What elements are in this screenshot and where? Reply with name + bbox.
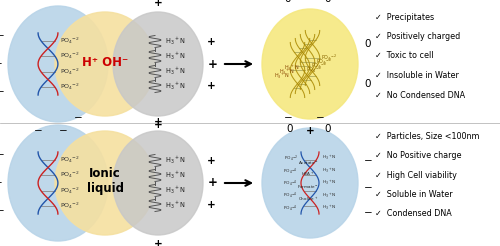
Text: +: + xyxy=(206,81,216,91)
Text: H$_3$$^+$N: H$_3$$^+$N xyxy=(322,166,336,175)
Ellipse shape xyxy=(262,9,358,119)
Text: +: + xyxy=(208,176,218,189)
Text: ✓  Insoluble in Water: ✓ Insoluble in Water xyxy=(375,71,459,80)
Text: −: − xyxy=(284,113,292,123)
Text: PO$_4$$^{-2}$: PO$_4$$^{-2}$ xyxy=(60,155,80,165)
Text: 0: 0 xyxy=(285,0,291,4)
Text: −: − xyxy=(58,126,68,136)
Text: −: − xyxy=(284,243,292,246)
Text: H$_3$$^+$N: H$_3$$^+$N xyxy=(274,71,289,81)
Text: +: + xyxy=(306,126,314,136)
Text: −: − xyxy=(0,87,4,97)
Text: PO$_4$$^{-4}$: PO$_4$$^{-4}$ xyxy=(284,203,298,213)
Text: 0: 0 xyxy=(365,79,371,89)
Text: H$_3$$^+$N: H$_3$$^+$N xyxy=(284,63,300,73)
Text: −: − xyxy=(0,206,4,216)
Text: −: − xyxy=(0,59,2,69)
Text: −: − xyxy=(316,243,324,246)
Text: ✓  Positively charged: ✓ Positively charged xyxy=(375,32,460,41)
Text: +: + xyxy=(154,120,162,130)
Text: −: − xyxy=(34,126,42,136)
Ellipse shape xyxy=(55,12,155,116)
Text: −: − xyxy=(74,113,82,123)
Text: −: − xyxy=(74,0,82,4)
Text: PO$_4$$^{-2}$: PO$_4$$^{-2}$ xyxy=(60,36,80,46)
Ellipse shape xyxy=(8,6,108,122)
Text: H$_3$$^+$N: H$_3$$^+$N xyxy=(322,191,336,200)
Text: +: + xyxy=(154,117,162,127)
Ellipse shape xyxy=(113,12,203,116)
Text: 0: 0 xyxy=(325,0,331,4)
Text: ✓  Precipitates: ✓ Precipitates xyxy=(375,13,434,21)
Text: Formate$^-$: Formate$^-$ xyxy=(297,184,319,190)
Text: ✓  Toxic to cell: ✓ Toxic to cell xyxy=(375,51,434,61)
Text: H$_3$$^+$N: H$_3$$^+$N xyxy=(165,81,186,92)
Text: Choline$^+$: Choline$^+$ xyxy=(298,195,318,203)
Text: H$_3$$^+$N: H$_3$$^+$N xyxy=(165,66,186,77)
Text: −: − xyxy=(0,150,4,160)
Text: H$_3$$^+$N: H$_3$$^+$N xyxy=(165,200,186,211)
Text: −: − xyxy=(316,113,324,123)
Text: PO$_4$$^{-2}$: PO$_4$$^{-2}$ xyxy=(60,51,80,61)
Text: −: − xyxy=(34,245,42,246)
Text: +: + xyxy=(154,0,162,8)
Text: PO$_4$$^{-2}$: PO$_4$$^{-2}$ xyxy=(320,53,336,63)
Text: −: − xyxy=(364,208,372,218)
Text: ✓  Particles, Size <100nm: ✓ Particles, Size <100nm xyxy=(375,132,480,140)
Text: −: − xyxy=(0,31,4,41)
Text: H$_3$$^+$N: H$_3$$^+$N xyxy=(165,36,186,47)
Ellipse shape xyxy=(8,125,108,241)
Text: PO$_4$$^{-2}$: PO$_4$$^{-2}$ xyxy=(60,201,80,211)
Text: H$_3$$^+$N: H$_3$$^+$N xyxy=(322,179,336,187)
Text: H$_3$$^+$N: H$_3$$^+$N xyxy=(322,154,336,162)
Text: PO$_4$$^{-4}$: PO$_4$$^{-4}$ xyxy=(284,166,298,176)
Text: H$_3$$^+$N: H$_3$$^+$N xyxy=(165,51,186,62)
Text: ✓  No Condensed DNA: ✓ No Condensed DNA xyxy=(375,91,465,99)
Text: −: − xyxy=(364,183,372,193)
Text: H$_3$$^+$N: H$_3$$^+$N xyxy=(165,170,186,181)
Text: H$_3$$^+$N: H$_3$$^+$N xyxy=(322,204,336,212)
Ellipse shape xyxy=(262,128,358,238)
Text: 0: 0 xyxy=(325,124,331,134)
Text: +: + xyxy=(206,37,216,47)
Text: Ionic
liquid: Ionic liquid xyxy=(86,167,124,195)
Text: H⁺ OH⁻: H⁺ OH⁻ xyxy=(82,56,128,68)
Text: −: − xyxy=(58,245,68,246)
Ellipse shape xyxy=(113,131,203,235)
Text: ✓  Condensed DNA: ✓ Condensed DNA xyxy=(375,210,452,218)
Text: PO$_4$$^{-2}$: PO$_4$$^{-2}$ xyxy=(310,61,326,71)
Text: +: + xyxy=(206,200,216,210)
Text: PO$_4$$^{-2}$: PO$_4$$^{-2}$ xyxy=(306,65,322,75)
Text: PO$_4$$^{-2}$: PO$_4$$^{-2}$ xyxy=(316,57,332,67)
Ellipse shape xyxy=(55,131,155,235)
Text: PO$_4$$^{-2}$: PO$_4$$^{-2}$ xyxy=(60,67,80,77)
Text: −: − xyxy=(0,178,2,188)
Text: H$_3$$^+$N: H$_3$$^+$N xyxy=(278,67,294,77)
Text: PO$_4$$^{-2}$: PO$_4$$^{-2}$ xyxy=(60,170,80,180)
Text: PO$_4$$^{-2}$: PO$_4$$^{-2}$ xyxy=(60,186,80,196)
Text: ✓  Soluble in Water: ✓ Soluble in Water xyxy=(375,190,452,199)
Text: PO$_4$$^{-4}$: PO$_4$$^{-4}$ xyxy=(284,190,298,200)
Text: 0: 0 xyxy=(287,124,293,134)
Text: −: − xyxy=(364,156,372,166)
Text: PO$_4$$^{-4}$: PO$_4$$^{-4}$ xyxy=(284,178,298,188)
Text: PO$_4$$^{-2}$: PO$_4$$^{-2}$ xyxy=(284,153,298,163)
Text: HEA$^+$: HEA$^+$ xyxy=(302,170,314,178)
Text: PO$_4$$^{-2}$: PO$_4$$^{-2}$ xyxy=(60,82,80,92)
Text: Acetate$^-$: Acetate$^-$ xyxy=(298,159,318,166)
Text: ✓  High Cell viability: ✓ High Cell viability xyxy=(375,170,457,180)
Text: ✓  No Positive charge: ✓ No Positive charge xyxy=(375,151,462,160)
Text: +: + xyxy=(208,58,218,71)
Text: H$_3$$^+$N: H$_3$$^+$N xyxy=(165,155,186,166)
Text: +: + xyxy=(154,239,162,246)
Text: +: + xyxy=(206,156,216,166)
Text: H$_3$$^+$N: H$_3$$^+$N xyxy=(165,185,186,196)
Text: 0: 0 xyxy=(365,39,371,49)
